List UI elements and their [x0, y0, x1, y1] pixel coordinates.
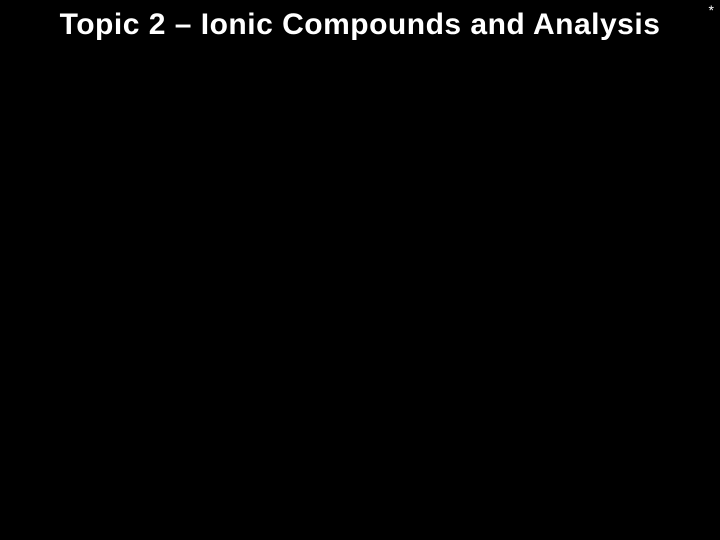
corner-asterisk: * — [709, 2, 714, 18]
slide-title: Topic 2 – Ionic Compounds and Analysis — [0, 0, 720, 42]
